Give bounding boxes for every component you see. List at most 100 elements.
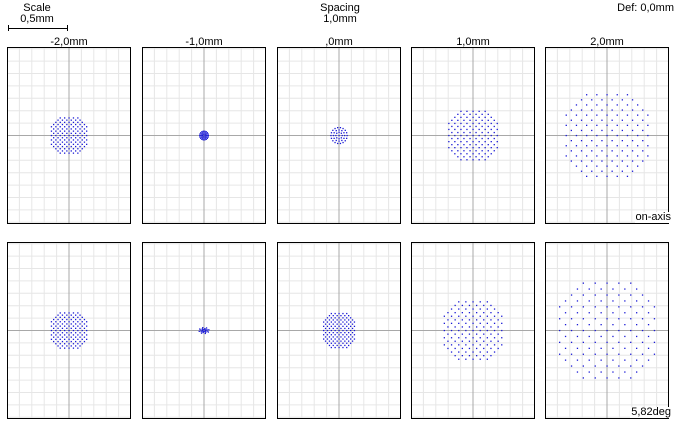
ray-spot xyxy=(594,294,596,296)
ray-spot xyxy=(641,365,644,367)
ray-spot xyxy=(57,119,59,121)
ray-spot xyxy=(612,300,614,302)
ray-spot xyxy=(612,359,614,361)
ray-spot xyxy=(70,150,72,152)
ray-spot xyxy=(490,333,492,335)
ray-spot xyxy=(77,143,79,145)
ray-spot xyxy=(575,114,578,116)
ray-spot xyxy=(53,332,55,334)
ray-spot xyxy=(479,322,481,324)
ray-spot xyxy=(77,347,79,349)
ray-spot xyxy=(338,325,340,327)
ray-spot xyxy=(454,347,456,350)
ray-spot xyxy=(487,156,489,158)
ray-spot xyxy=(483,319,485,321)
ray-spot xyxy=(77,117,79,119)
ray-spot xyxy=(338,334,340,336)
ray-spot xyxy=(201,132,204,134)
ray-spot xyxy=(501,329,503,332)
ray-spot xyxy=(478,122,480,125)
ray-spot xyxy=(594,341,596,343)
ray-spot xyxy=(611,140,613,142)
ray-spot xyxy=(70,137,72,139)
ray-spot xyxy=(208,329,210,331)
ray-spot xyxy=(570,119,572,121)
ray-spot xyxy=(50,338,53,340)
ray-spot xyxy=(336,332,338,334)
ray-spot xyxy=(588,300,590,302)
ray-spot xyxy=(350,329,352,332)
ray-spot xyxy=(626,124,629,126)
ray-spot xyxy=(81,343,83,345)
ray-spot xyxy=(57,323,59,325)
ray-spot xyxy=(479,344,481,346)
ray-spot xyxy=(457,156,459,158)
ray-spot xyxy=(641,294,644,296)
ray-spot xyxy=(580,150,583,152)
ray-spot xyxy=(637,114,639,116)
ray-spot xyxy=(59,134,61,137)
ray-spot xyxy=(468,326,471,328)
ray-spot xyxy=(204,137,207,139)
ray-spot xyxy=(59,338,61,340)
ray-spot xyxy=(472,351,474,353)
ray-spot xyxy=(612,324,614,326)
ray-spot xyxy=(342,334,344,336)
ray-spot xyxy=(72,343,75,345)
ray-spot xyxy=(564,335,567,338)
ray-spot xyxy=(326,325,329,327)
ray-spot xyxy=(53,141,55,143)
ray-spot xyxy=(334,329,336,332)
ray-spot xyxy=(478,110,480,112)
ray-spot xyxy=(450,322,453,324)
ray-spot xyxy=(206,134,208,137)
ray-spot xyxy=(475,113,477,115)
ray-spot xyxy=(600,300,602,302)
ray-spot xyxy=(66,327,68,329)
ray-spot xyxy=(636,347,638,349)
ray-spot xyxy=(493,125,495,128)
ray-spot xyxy=(330,329,332,332)
ray-spot xyxy=(484,128,486,131)
ray-spot xyxy=(466,122,468,125)
ray-spot xyxy=(204,132,207,134)
ray-spot xyxy=(64,143,66,145)
ray-spot xyxy=(335,134,337,137)
ray-spot xyxy=(606,318,608,320)
ray-spot xyxy=(475,150,477,152)
ray-spot xyxy=(496,134,498,137)
ray-spot xyxy=(346,338,348,340)
scale-bar xyxy=(8,25,68,31)
ray-spot xyxy=(200,329,202,331)
ray-spot xyxy=(493,315,496,317)
ray-spot xyxy=(204,330,206,332)
row-label: on-axis xyxy=(634,211,672,223)
ray-spot xyxy=(466,141,468,143)
ray-spot xyxy=(206,136,208,138)
ray-spot xyxy=(461,319,463,321)
ray-spot xyxy=(647,324,650,326)
spacing-title: Spacing xyxy=(320,2,360,14)
ray-spot xyxy=(454,340,456,342)
ray-spot xyxy=(68,130,70,132)
ray-spot xyxy=(465,308,467,310)
ray-spot xyxy=(582,365,584,367)
ray-spot xyxy=(75,318,77,321)
ray-spot xyxy=(642,109,644,111)
ray-spot xyxy=(351,340,354,342)
ray-spot xyxy=(77,152,79,154)
ray-spot xyxy=(328,315,331,317)
ray-spot xyxy=(570,109,572,111)
ray-spot xyxy=(478,141,480,143)
ray-spot xyxy=(77,312,79,314)
ray-spot xyxy=(332,129,334,131)
ray-spot xyxy=(346,346,348,349)
ray-spot xyxy=(484,116,486,118)
ray-spot xyxy=(346,132,348,134)
ray-spot xyxy=(496,122,498,125)
ray-spot xyxy=(600,312,602,314)
ray-spot xyxy=(86,143,88,145)
ray-spot xyxy=(200,132,202,134)
ray-spot xyxy=(472,147,474,149)
ray-spot xyxy=(53,137,55,139)
